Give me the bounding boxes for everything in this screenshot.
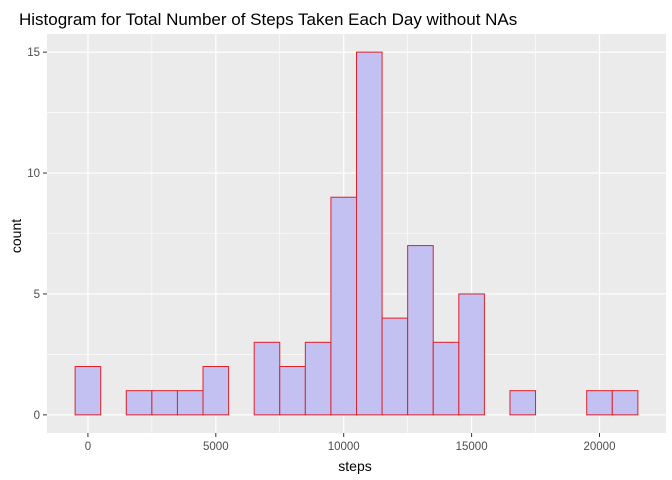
histogram-bar — [407, 245, 434, 416]
chart-title: Histogram for Total Number of Steps Take… — [19, 10, 517, 29]
x-tick-label: 15000 — [456, 441, 488, 453]
x-tick-label: 10000 — [328, 441, 360, 453]
histogram-bar — [253, 341, 281, 416]
x-axis-ticks: 0 5000 10000 15000 20000 — [85, 433, 616, 453]
histogram-bar — [356, 51, 383, 416]
histogram-bar — [330, 196, 357, 416]
histogram-bars — [74, 51, 639, 416]
histogram-bar — [611, 390, 639, 416]
histogram-bar — [586, 390, 613, 416]
x-tick-label: 20000 — [584, 441, 616, 453]
x-tick-label: 0 — [85, 441, 91, 453]
histogram-bar — [381, 317, 409, 416]
histogram-bar — [202, 366, 230, 416]
histogram-bar — [151, 390, 178, 416]
histogram-bar — [279, 366, 306, 416]
histogram-bar — [74, 366, 102, 416]
x-tick-label: 5000 — [203, 441, 229, 453]
histogram-bar — [432, 341, 460, 416]
histogram-bar — [304, 341, 332, 416]
histogram-bar — [458, 293, 485, 416]
y-tick-label: 15 — [27, 47, 40, 59]
y-tick-label: 5 — [34, 289, 40, 301]
histogram-bar — [509, 390, 537, 416]
y-tick-label: 0 — [34, 410, 40, 422]
histogram-bar — [176, 390, 204, 416]
y-axis-title: count — [8, 219, 24, 253]
y-tick-label: 10 — [27, 168, 40, 180]
histogram-bar — [125, 390, 153, 416]
x-axis-title: steps — [338, 458, 371, 474]
y-axis-ticks: 0 5 10 15 — [27, 47, 47, 422]
